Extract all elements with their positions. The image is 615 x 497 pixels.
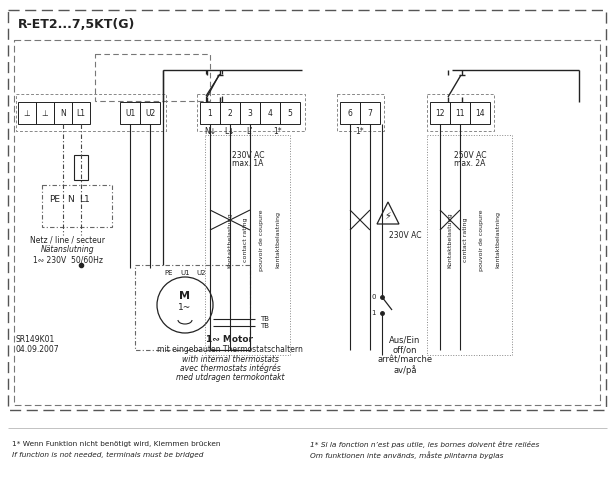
Text: 1* Wenn Funktion nicht benötigt wird, Klemmen brücken: 1* Wenn Funktion nicht benötigt wird, Kl… <box>12 441 221 447</box>
Text: L1: L1 <box>76 108 85 117</box>
Text: Netz / line / secteur: Netz / line / secteur <box>31 236 106 245</box>
Text: L1: L1 <box>79 195 90 204</box>
Text: 1*: 1* <box>355 128 364 137</box>
Text: avec thermostats intégrés: avec thermostats intégrés <box>180 363 280 373</box>
Text: U1: U1 <box>180 270 190 276</box>
Text: Kontaktbelastung: Kontaktbelastung <box>448 212 453 268</box>
Text: PE: PE <box>49 195 60 204</box>
Text: contact rating: contact rating <box>244 218 248 262</box>
Text: L↓: L↓ <box>224 128 236 137</box>
Text: 250V AC: 250V AC <box>454 151 486 160</box>
Text: N: N <box>66 195 73 204</box>
Text: max. 2A: max. 2A <box>454 160 486 168</box>
Bar <box>14 40 600 405</box>
Bar <box>337 94 384 131</box>
Text: off/on: off/on <box>393 345 417 354</box>
Bar <box>260 102 280 124</box>
Text: 11: 11 <box>455 108 465 117</box>
Bar <box>430 102 450 124</box>
Text: 12: 12 <box>435 108 445 117</box>
Text: If function is not needed, terminals must be bridged: If function is not needed, terminals mus… <box>12 452 204 458</box>
Bar <box>135 265 250 350</box>
Text: pouvoir de coupure: pouvoir de coupure <box>260 209 264 271</box>
Text: 3: 3 <box>248 108 252 117</box>
Text: 0: 0 <box>371 294 376 300</box>
Text: 1*: 1* <box>274 128 282 137</box>
Text: N↓: N↓ <box>204 128 216 137</box>
Text: 6: 6 <box>347 108 352 117</box>
Text: SR149K01: SR149K01 <box>15 335 54 344</box>
Bar <box>240 102 260 124</box>
Text: TB: TB <box>260 316 269 322</box>
Bar <box>16 94 166 131</box>
Bar <box>120 102 140 124</box>
Bar <box>42 185 112 227</box>
Text: med utdragen termokontakt: med utdragen termokontakt <box>176 372 284 382</box>
Bar <box>200 102 220 124</box>
Bar <box>95 54 210 101</box>
Polygon shape <box>377 202 399 224</box>
Text: 230V AC: 230V AC <box>389 231 421 240</box>
Text: 04.09.2007: 04.09.2007 <box>15 344 58 353</box>
Bar <box>280 102 300 124</box>
Text: 2: 2 <box>228 108 232 117</box>
Text: U1: U1 <box>125 108 135 117</box>
Text: ⊥: ⊥ <box>42 108 49 117</box>
Bar <box>197 94 305 131</box>
Text: L’: L’ <box>247 128 253 137</box>
Text: pouvoir de coupure: pouvoir de coupure <box>480 209 485 271</box>
Text: contact rating: contact rating <box>464 218 469 262</box>
Text: max. 1A: max. 1A <box>232 160 264 168</box>
Bar <box>74 155 88 180</box>
Text: U2: U2 <box>145 108 155 117</box>
Text: kontaktbelastning: kontaktbelastning <box>276 212 280 268</box>
Text: PE: PE <box>165 270 173 276</box>
Text: 4: 4 <box>268 108 272 117</box>
Text: N: N <box>60 108 66 117</box>
Text: arrêt/marche: arrêt/marche <box>378 355 432 364</box>
Text: M: M <box>180 291 191 301</box>
Bar <box>360 102 380 124</box>
Text: with internal thermostats: with internal thermostats <box>181 354 279 363</box>
Text: mit eingebauten Thermostatschaltern: mit eingebauten Thermostatschaltern <box>157 345 303 354</box>
Text: 1∾ 230V  50/60Hz: 1∾ 230V 50/60Hz <box>33 255 103 264</box>
Text: 1∾ Motor: 1∾ Motor <box>207 335 253 344</box>
Text: 1* Si la fonction n’est pas utile, les bornes doivent être reliées: 1* Si la fonction n’est pas utile, les b… <box>310 440 539 447</box>
Bar <box>220 102 240 124</box>
Text: Aus/Ein: Aus/Ein <box>389 335 421 344</box>
Bar <box>427 94 494 131</box>
Text: 1: 1 <box>208 108 212 117</box>
Text: Om funktionen inte används, måste plintarna byglas: Om funktionen inte används, måste plinta… <box>310 451 504 459</box>
Bar <box>205 135 290 355</box>
Text: ⚡: ⚡ <box>384 211 391 221</box>
Bar <box>8 10 606 410</box>
Text: 14: 14 <box>475 108 485 117</box>
Bar <box>72 102 90 124</box>
Text: Nätanslutning: Nätanslutning <box>41 246 95 254</box>
Text: U2: U2 <box>196 270 206 276</box>
Text: 1~: 1~ <box>178 304 192 313</box>
Text: kontaktbelastning: kontaktbelastning <box>496 212 501 268</box>
Text: 1: 1 <box>371 310 376 316</box>
Text: 7: 7 <box>368 108 373 117</box>
Bar <box>54 102 72 124</box>
Bar <box>450 102 470 124</box>
Bar <box>36 102 54 124</box>
Bar <box>140 102 160 124</box>
Bar <box>340 102 360 124</box>
Text: TB: TB <box>260 323 269 329</box>
Text: ⊥: ⊥ <box>24 108 30 117</box>
Text: 5: 5 <box>288 108 293 117</box>
Bar <box>427 135 512 355</box>
Text: Kontaktbelastung: Kontaktbelastung <box>228 212 232 268</box>
Text: av/på: av/på <box>393 365 417 375</box>
Bar <box>470 102 490 124</box>
Bar <box>18 102 36 124</box>
Text: R-ET2...7,5KT(G): R-ET2...7,5KT(G) <box>18 18 135 31</box>
Text: 230V AC: 230V AC <box>232 151 264 160</box>
